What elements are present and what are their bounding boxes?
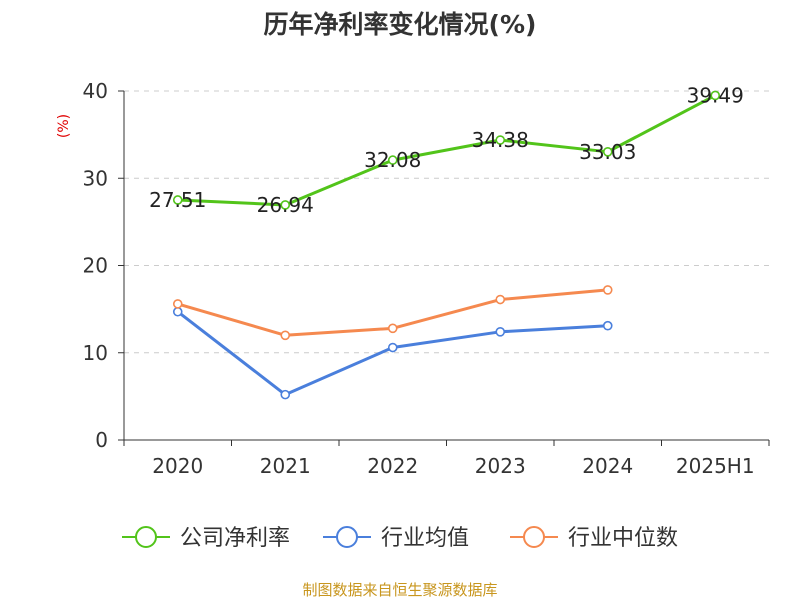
data-point	[280, 200, 291, 210]
y-tick-label: 10	[83, 341, 108, 365]
data-labels: 27.51 26.94 32.08 34.38 33.03 39.49	[149, 83, 744, 216]
legend-item-1[interactable]: 行业均值	[323, 526, 469, 551]
data-point	[495, 135, 506, 145]
y-tick-label: 40	[83, 79, 108, 103]
data-label: 34.38	[472, 128, 529, 152]
legend-label: 行业中位数	[568, 526, 678, 551]
data-label: 32.08	[364, 148, 421, 172]
data-point	[387, 155, 398, 165]
data-point	[495, 327, 506, 337]
data-point	[602, 320, 613, 331]
data-point	[172, 195, 183, 205]
legend-label: 行业均值	[381, 526, 469, 551]
data-point	[280, 389, 291, 400]
data-label: 26.94	[257, 193, 314, 217]
data-point	[387, 323, 398, 334]
data-label: 39.49	[687, 83, 744, 107]
series-line-0	[177, 94, 716, 207]
data-point	[710, 90, 721, 101]
legend-marker-icon	[336, 526, 358, 548]
data-point	[495, 294, 506, 305]
chart-title: 历年净利率变化情况(%)	[264, 10, 537, 39]
data-point	[172, 299, 183, 309]
y-tick-label: 30	[83, 166, 108, 190]
x-tick-label: 2024	[582, 454, 633, 478]
data-point	[280, 330, 291, 341]
legend-item-0[interactable]: 公司净利率	[122, 526, 290, 551]
data-label: 33.03	[579, 140, 636, 164]
y-axis-label: (%)	[56, 114, 72, 138]
legend-marker-icon	[135, 526, 157, 548]
series-lines	[172, 90, 721, 400]
x-tick-label: 2023	[475, 454, 526, 478]
x-tick-label: 2021	[260, 454, 311, 478]
source-note: 制图数据来自恒生聚源数据库	[302, 581, 497, 599]
axes: 0 10 20 30 40 2020 2021 2022 2023 2024 2025H1	[83, 79, 770, 478]
data-point	[172, 306, 183, 317]
legend-marker-icon	[523, 526, 545, 548]
y-tick-label: 0	[95, 428, 108, 452]
data-point	[387, 342, 398, 353]
legend-label: 公司净利率	[180, 526, 290, 551]
data-label: 27.51	[149, 188, 206, 212]
y-tick-label: 20	[83, 254, 108, 278]
data-point	[602, 285, 613, 295]
legend-item-2[interactable]: 行业中位数	[510, 526, 678, 551]
x-tick-label: 2025H1	[676, 454, 755, 478]
x-tick-label: 2020	[152, 454, 203, 478]
x-tick-label: 2022	[367, 454, 418, 478]
legend[interactable]: 公司净利率 行业均值 行业中位数	[122, 526, 678, 551]
gridlines	[124, 90, 769, 354]
data-point	[602, 147, 613, 157]
